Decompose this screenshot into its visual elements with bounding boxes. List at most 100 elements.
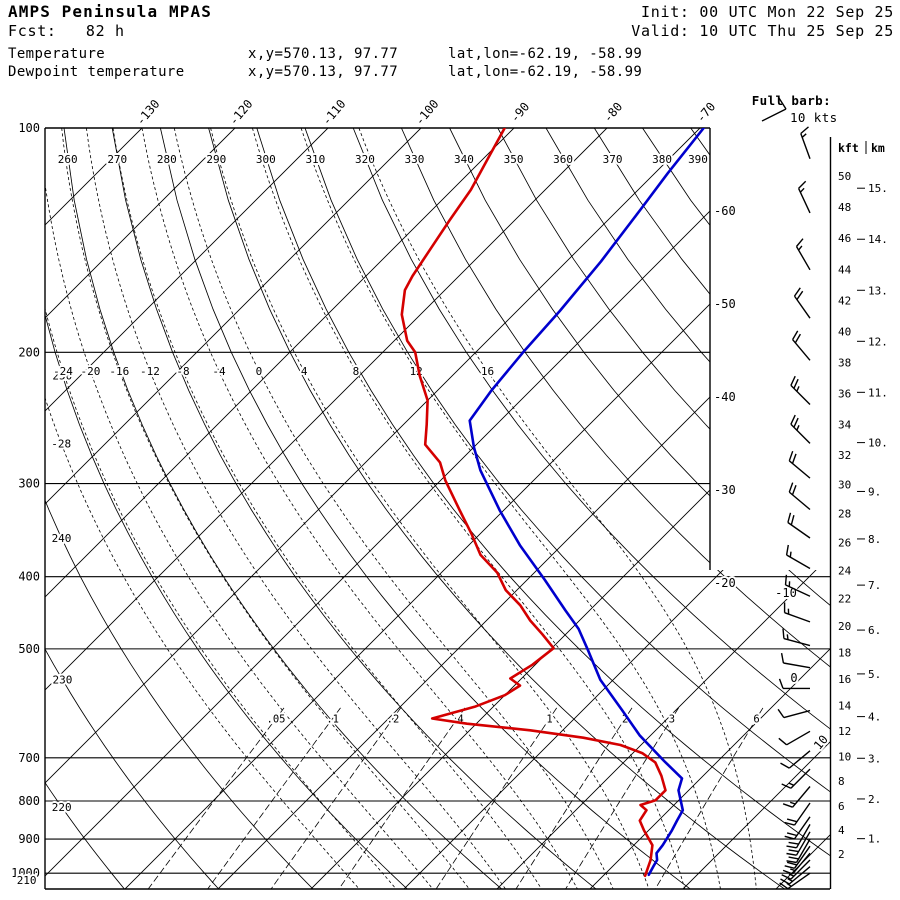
svg-text:300: 300	[256, 153, 276, 166]
svg-text:48: 48	[838, 201, 851, 214]
svg-text:-40: -40	[714, 390, 736, 404]
legend-dewpoint-xy: x,y=570.13, 97.77	[248, 64, 398, 80]
svg-text:400: 400	[18, 570, 40, 584]
wind-barbs	[777, 126, 811, 890]
wind-barb	[781, 859, 811, 880]
svg-text:310: 310	[305, 153, 325, 166]
svg-text:900: 900	[18, 832, 40, 846]
svg-text:8.: 8.	[868, 533, 881, 546]
grid-lines	[45, 128, 830, 889]
svg-text:360: 360	[553, 153, 573, 166]
svg-text:-80: -80	[601, 100, 626, 126]
svg-text:20: 20	[838, 620, 851, 633]
svg-text:10: 10	[838, 750, 851, 763]
svg-text:36: 36	[838, 388, 851, 401]
svg-text:18: 18	[838, 647, 851, 660]
wind-barb	[784, 845, 811, 869]
svg-text:0: 0	[790, 671, 797, 685]
svg-text:8: 8	[838, 775, 845, 788]
legend-dewpoint-label: Dewpoint temperature	[8, 64, 185, 80]
svg-text:8: 8	[353, 365, 360, 378]
wind-barb	[791, 330, 811, 361]
svg-text:22: 22	[838, 592, 851, 605]
svg-text:390: 390	[688, 153, 708, 166]
svg-text:-120: -120	[226, 97, 255, 128]
legend-temperature-label: Temperature	[8, 46, 105, 62]
svg-text:-50: -50	[714, 297, 736, 311]
svg-text:340: 340	[454, 153, 474, 166]
wind-barb	[782, 628, 811, 647]
wind-barb	[784, 802, 811, 826]
svg-text:4: 4	[301, 365, 308, 378]
legend-temperature-xy: x,y=570.13, 97.77	[248, 46, 398, 62]
wind-barb	[790, 375, 811, 405]
svg-text:280: 280	[157, 153, 177, 166]
svg-text:240: 240	[52, 532, 72, 545]
svg-text:2: 2	[838, 848, 845, 861]
wind-barb	[795, 238, 811, 271]
temperature-line	[468, 128, 705, 877]
wind-barb	[784, 816, 811, 840]
barb-legend-title: Full barb:	[752, 93, 831, 108]
svg-text:-16: -16	[109, 365, 129, 378]
svg-text:10: 10	[811, 732, 831, 752]
wind-barb	[784, 574, 811, 597]
svg-text:300: 300	[18, 477, 40, 491]
svg-text:500: 500	[18, 642, 40, 656]
svg-text:-60: -60	[714, 204, 736, 218]
svg-text:3.: 3.	[868, 752, 881, 765]
wind-barb	[785, 544, 811, 570]
svg-text:40: 40	[838, 326, 851, 339]
svg-text:290: 290	[206, 153, 226, 166]
svg-text:2.: 2.	[868, 793, 881, 806]
wind-barb	[779, 872, 811, 890]
svg-text:370: 370	[603, 153, 623, 166]
svg-text:9.: 9.	[868, 485, 881, 498]
wind-barb	[778, 678, 810, 690]
svg-text:26: 26	[838, 536, 851, 549]
svg-text:380: 380	[652, 153, 672, 166]
legend-dewpoint-latlon: lat,lon=-62.19, -58.99	[448, 64, 642, 80]
svg-text:kft: kft	[838, 141, 859, 155]
svg-text:-130: -130	[133, 97, 162, 128]
svg-text:-24: -24	[53, 365, 73, 378]
svg-text:42: 42	[838, 294, 851, 307]
legend-temperature-latlon: lat,lon=-62.19, -58.99	[448, 46, 642, 62]
svg-text:km: km	[871, 141, 885, 155]
svg-text:16: 16	[838, 673, 851, 686]
svg-text:-20: -20	[714, 576, 736, 590]
wind-barb	[788, 450, 811, 479]
svg-text:220: 220	[52, 801, 72, 814]
svg-text:15.: 15.	[868, 182, 888, 195]
wind-barb	[777, 708, 811, 719]
height-axis: kft km50484644424038363432302826242220181…	[829, 137, 888, 889]
model-title: AMPS Peninsula MPAS	[8, 2, 212, 21]
svg-text:800: 800	[18, 794, 40, 808]
svg-text:100: 100	[18, 121, 40, 135]
svg-text:1: 1	[546, 713, 552, 725]
svg-text:34: 34	[838, 419, 852, 432]
svg-text:250: 250	[52, 370, 72, 383]
svg-text:-20: -20	[81, 365, 101, 378]
dewpoint-trace	[400, 128, 667, 878]
svg-text:28: 28	[838, 508, 851, 521]
wind-barb	[800, 126, 811, 160]
svg-text:320: 320	[355, 153, 375, 166]
svg-text:-28: -28	[51, 437, 71, 450]
svg-text:-100: -100	[412, 97, 441, 128]
svg-text:210: 210	[17, 874, 37, 887]
wind-barb	[797, 180, 811, 214]
svg-text:-30: -30	[714, 483, 736, 497]
svg-text:.2: .2	[387, 713, 400, 725]
svg-text:230: 230	[53, 674, 73, 687]
svg-text:6.: 6.	[868, 624, 881, 637]
init-time: Init: 00 UTC Mon 22 Sep 25	[641, 3, 894, 21]
svg-text:11.: 11.	[868, 386, 888, 399]
svg-text:38: 38	[838, 357, 851, 370]
svg-text:260: 260	[58, 153, 78, 166]
svg-text:-90: -90	[508, 100, 533, 126]
svg-text:13.: 13.	[868, 284, 888, 297]
svg-text:3: 3	[669, 713, 675, 725]
